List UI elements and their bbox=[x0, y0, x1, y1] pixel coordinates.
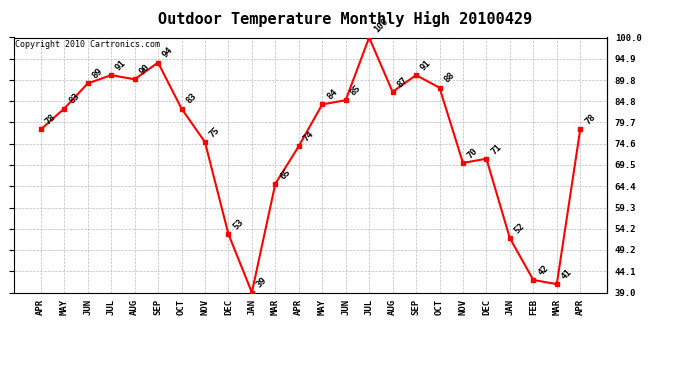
Text: 85: 85 bbox=[348, 84, 362, 98]
Text: 91: 91 bbox=[419, 58, 433, 72]
Text: 87: 87 bbox=[395, 75, 409, 89]
Text: 74: 74 bbox=[302, 129, 315, 143]
Text: 100: 100 bbox=[372, 17, 390, 35]
Text: 42: 42 bbox=[536, 263, 550, 277]
Text: 88: 88 bbox=[442, 71, 456, 85]
Text: 78: 78 bbox=[583, 113, 597, 127]
Text: 84: 84 bbox=[325, 88, 339, 102]
Text: 71: 71 bbox=[489, 142, 503, 156]
Text: 39: 39 bbox=[255, 276, 268, 290]
Text: 89: 89 bbox=[90, 67, 104, 81]
Text: 91: 91 bbox=[114, 58, 128, 72]
Text: 90: 90 bbox=[137, 63, 151, 76]
Text: Outdoor Temperature Monthly High 20100429: Outdoor Temperature Monthly High 2010042… bbox=[158, 11, 532, 27]
Text: 78: 78 bbox=[43, 113, 57, 127]
Text: 41: 41 bbox=[560, 267, 573, 281]
Text: 83: 83 bbox=[67, 92, 81, 106]
Text: 75: 75 bbox=[208, 125, 221, 139]
Text: 70: 70 bbox=[466, 146, 480, 160]
Text: 65: 65 bbox=[278, 167, 292, 181]
Text: 53: 53 bbox=[231, 217, 245, 231]
Text: Copyright 2010 Cartronics.com: Copyright 2010 Cartronics.com bbox=[15, 40, 160, 49]
Text: 83: 83 bbox=[184, 92, 198, 106]
Text: 94: 94 bbox=[161, 46, 175, 60]
Text: 52: 52 bbox=[513, 221, 526, 236]
